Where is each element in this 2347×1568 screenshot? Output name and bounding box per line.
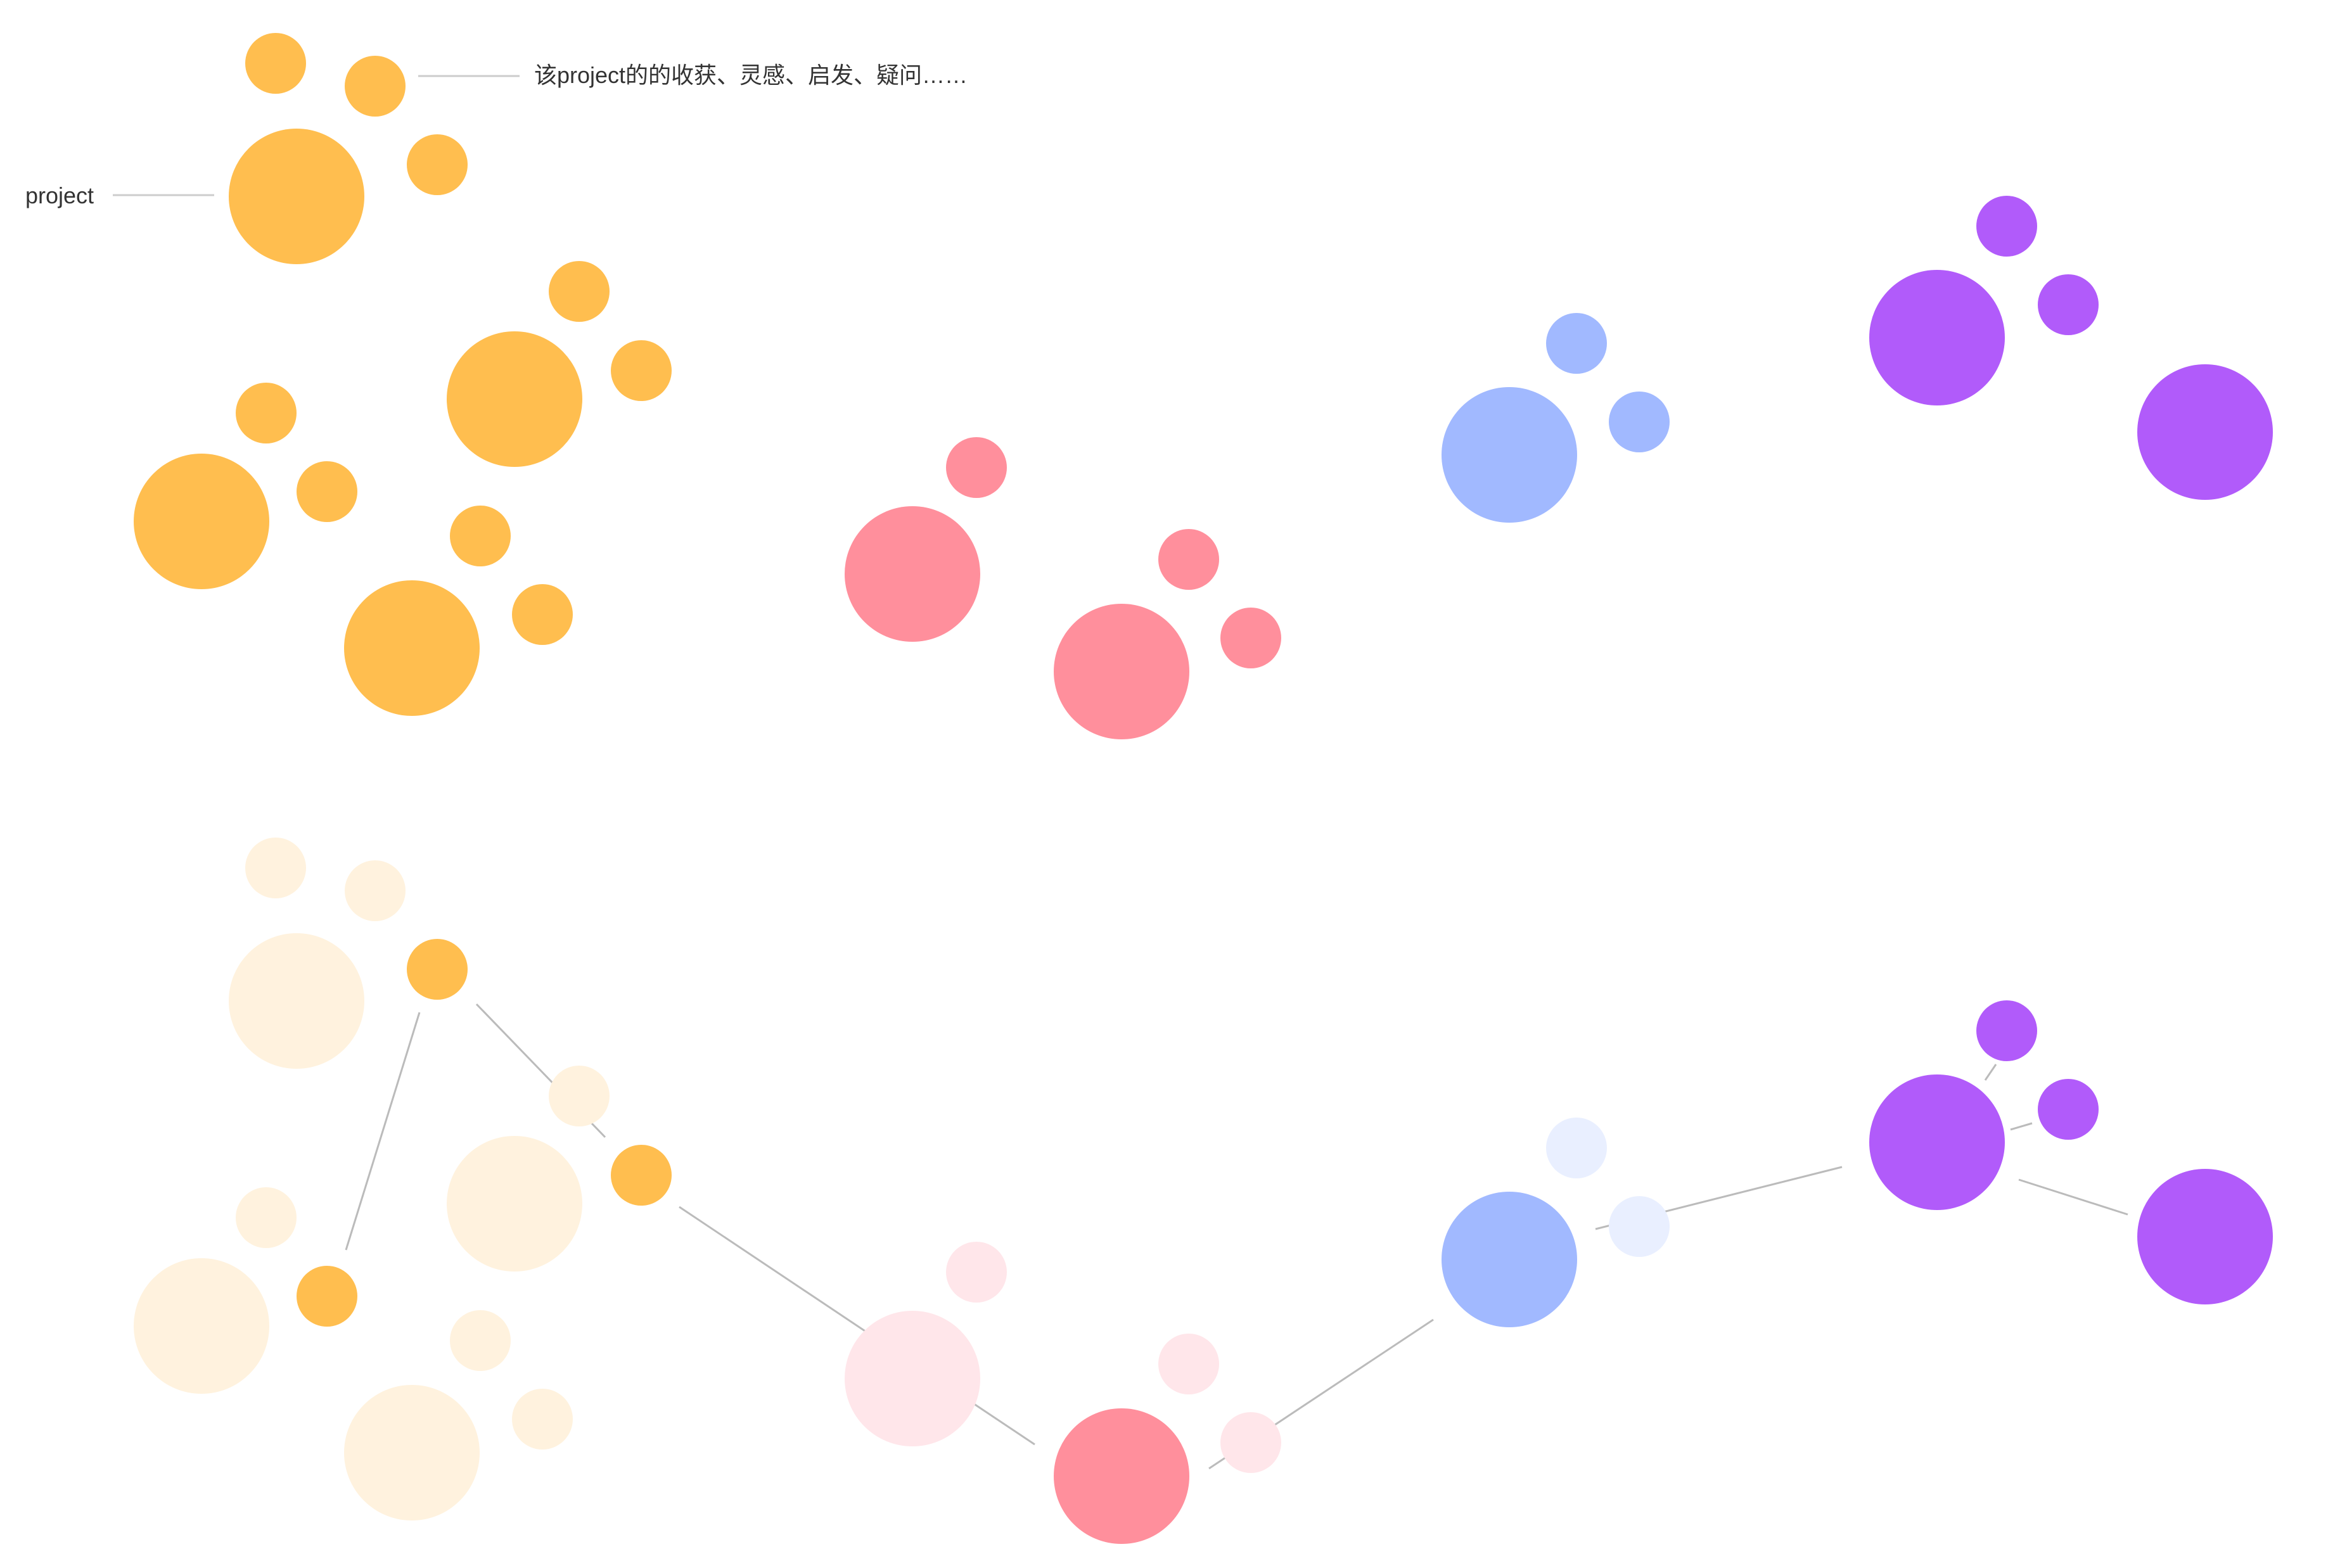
connection-line-2 bbox=[679, 1206, 1035, 1446]
bottom-p9-project-node bbox=[2137, 1169, 2273, 1304]
top-p3-project-node bbox=[447, 331, 582, 467]
bottom-p1-project-node bbox=[229, 933, 364, 1069]
bottom-p4-project-node bbox=[344, 1385, 480, 1520]
top-p1-project-node bbox=[229, 129, 364, 264]
bottom-p1-insight-node-2 bbox=[407, 939, 468, 1000]
bottom-p3-insight-node-1 bbox=[611, 1145, 672, 1206]
top-p8-project-node bbox=[1869, 270, 2005, 405]
bottom-p1-insight-node-1 bbox=[345, 860, 406, 921]
top-p7-insight-node-1 bbox=[1609, 392, 1670, 452]
top-p5-insight-node-0 bbox=[946, 437, 1007, 498]
connection-line-0 bbox=[345, 1012, 421, 1251]
labels: project 该project的的收获、灵感、启发、疑问…… bbox=[25, 62, 968, 208]
connection-line-5 bbox=[1984, 1064, 1997, 1081]
top-p1-insight-node-1 bbox=[345, 56, 406, 117]
bottom-p2-insight-node-1 bbox=[297, 1266, 357, 1327]
top-p1-insight-node-0 bbox=[245, 33, 306, 94]
bottom-p8-project-node bbox=[1869, 1074, 2005, 1210]
bottom-p3-insight-node-0 bbox=[549, 1066, 610, 1126]
connection-lines bbox=[345, 1003, 2128, 1470]
top-p4-insight-node-1 bbox=[512, 584, 573, 645]
top-p1-insight-node-2 bbox=[407, 134, 468, 195]
bottom-p6-insight-node-1 bbox=[1220, 1412, 1281, 1473]
top-p6-insight-node-1 bbox=[1220, 608, 1281, 668]
top-p6-insight-node-0 bbox=[1158, 529, 1219, 590]
top-p2-project-node bbox=[134, 454, 269, 589]
bottom-p4-insight-node-0 bbox=[450, 1310, 511, 1371]
bottom-p7-insight-node-1 bbox=[1609, 1196, 1670, 1257]
top-p7-insight-node-0 bbox=[1546, 313, 1607, 374]
bottom-p5-project-node bbox=[845, 1311, 980, 1446]
bottom-p1-insight-node-0 bbox=[245, 838, 306, 898]
bottom-p7-insight-node-0 bbox=[1546, 1118, 1607, 1178]
top-p7-project-node bbox=[1442, 387, 1577, 523]
bottom-p2-project-node bbox=[134, 1258, 269, 1394]
connection-line-7 bbox=[2018, 1178, 2128, 1216]
top-p8-insight-node-0 bbox=[1976, 196, 2037, 257]
top-p3-insight-node-1 bbox=[611, 340, 672, 401]
top-p8-insight-node-1 bbox=[2038, 274, 2099, 335]
bottom-p2-insight-node-0 bbox=[236, 1187, 297, 1248]
top-p2-insight-node-0 bbox=[236, 383, 297, 443]
top-p9-project-node bbox=[2137, 364, 2273, 500]
bottom-p8-insight-node-1 bbox=[2038, 1079, 2099, 1140]
top-p4-project-node bbox=[344, 580, 480, 716]
bottom-p4-insight-node-1 bbox=[512, 1389, 573, 1450]
top-p4-insight-node-0 bbox=[450, 506, 511, 566]
top-p6-project-node bbox=[1054, 604, 1189, 739]
insight-label: 该project的的收获、灵感、启发、疑问…… bbox=[534, 62, 968, 88]
top-p3-insight-node-0 bbox=[549, 261, 610, 322]
project-label: project bbox=[25, 182, 94, 208]
bottom-p8-insight-node-0 bbox=[1976, 1000, 2037, 1061]
bottom-p6-insight-node-0 bbox=[1158, 1334, 1219, 1394]
bottom-p6-project-node bbox=[1054, 1408, 1189, 1544]
bottom-p7-project-node bbox=[1442, 1192, 1577, 1327]
bottom-p5-insight-node-0 bbox=[946, 1242, 1007, 1303]
nodes bbox=[134, 33, 2273, 1544]
top-p5-project-node bbox=[845, 506, 980, 642]
bottom-p3-project-node bbox=[447, 1136, 582, 1272]
connection-line-6 bbox=[2010, 1122, 2033, 1131]
top-p2-insight-node-1 bbox=[297, 461, 357, 522]
